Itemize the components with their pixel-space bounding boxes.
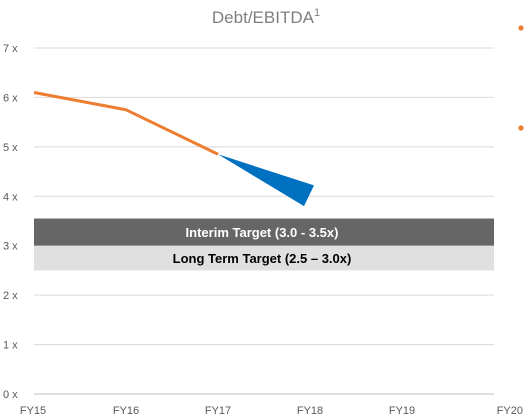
y-tick-label: 1 x [3, 340, 18, 352]
legend-markers [518, 25, 524, 131]
chart-title: Debt/EBITDA1 [212, 7, 320, 27]
x-tick-label: FY16 [113, 405, 139, 417]
x-tick-label: FY18 [297, 405, 323, 417]
series-lines [33, 91, 314, 207]
y-tick-label: 3 x [3, 241, 18, 253]
legend-marker-icon [518, 25, 524, 31]
chart-title-text: Debt/EBITDA [212, 8, 315, 27]
y-tick-label: 7 x [3, 43, 18, 55]
y-tick-label: 5 x [3, 142, 18, 154]
y-tick-label: 6 x [3, 92, 18, 104]
series-line-0 [33, 91, 219, 156]
legend-marker-icon [518, 125, 524, 131]
target-band-0 [34, 218, 494, 246]
y-tick-label: 2 x [3, 290, 18, 302]
y-tick-label: 0 x [3, 389, 18, 401]
target-band-1 [34, 245, 494, 271]
y-axis-ticks: 0 x 1 x 2 x 3 x 4 x 5 x 6 x 7 x [3, 43, 18, 401]
chart-title-superscript: 1 [314, 7, 320, 19]
x-tick-label: FY20 [497, 405, 523, 417]
x-tick-label: FY17 [205, 405, 231, 417]
target-bands: Interim Target (3.0 - 3.5x) Long Term Tar… [34, 218, 494, 271]
target-band-label-1: Long Term Target (2.5 – 3.0x) [173, 251, 352, 266]
y-tick-label: 4 x [3, 191, 18, 203]
projection-wedge [218, 154, 314, 207]
x-axis-ticks: FY15 FY16 FY17 FY18 FY19 FY20 [20, 405, 523, 417]
target-band-label-0: Interim Target (3.0 - 3.5x) [186, 225, 339, 240]
x-tick-label: FY19 [389, 405, 415, 417]
x-tick-label: FY15 [20, 405, 46, 417]
